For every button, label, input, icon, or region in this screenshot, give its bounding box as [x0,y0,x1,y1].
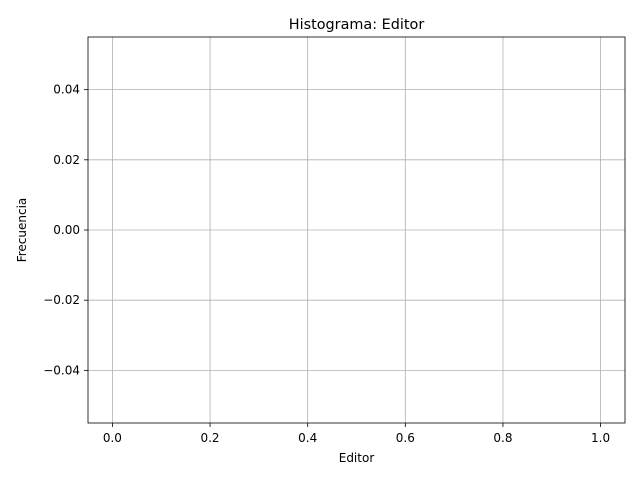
x-tick-label: 0.4 [298,431,317,445]
x-tick-label: 1.0 [591,431,610,445]
x-tick-label: 0.8 [493,431,512,445]
y-tick-label: −0.04 [43,363,80,377]
x-tick-label: 0.6 [396,431,415,445]
y-axis-ticks: −0.04 −0.02 0.00 0.02 0.04 [43,83,88,377]
y-tick-label: 0.04 [53,83,80,97]
x-axis-ticks: 0.0 0.2 0.4 0.6 0.8 1.0 [103,423,610,445]
y-tick-label: 0.00 [53,223,80,237]
chart-title: Histograma: Editor [289,17,425,33]
grid-lines [88,37,625,423]
x-tick-label: 0.2 [200,431,219,445]
y-axis-label: Frecuencia [15,198,29,263]
y-tick-label: 0.02 [53,153,80,167]
y-tick-label: −0.02 [43,293,80,307]
x-axis-label: Editor [339,451,375,465]
x-tick-label: 0.0 [103,431,122,445]
